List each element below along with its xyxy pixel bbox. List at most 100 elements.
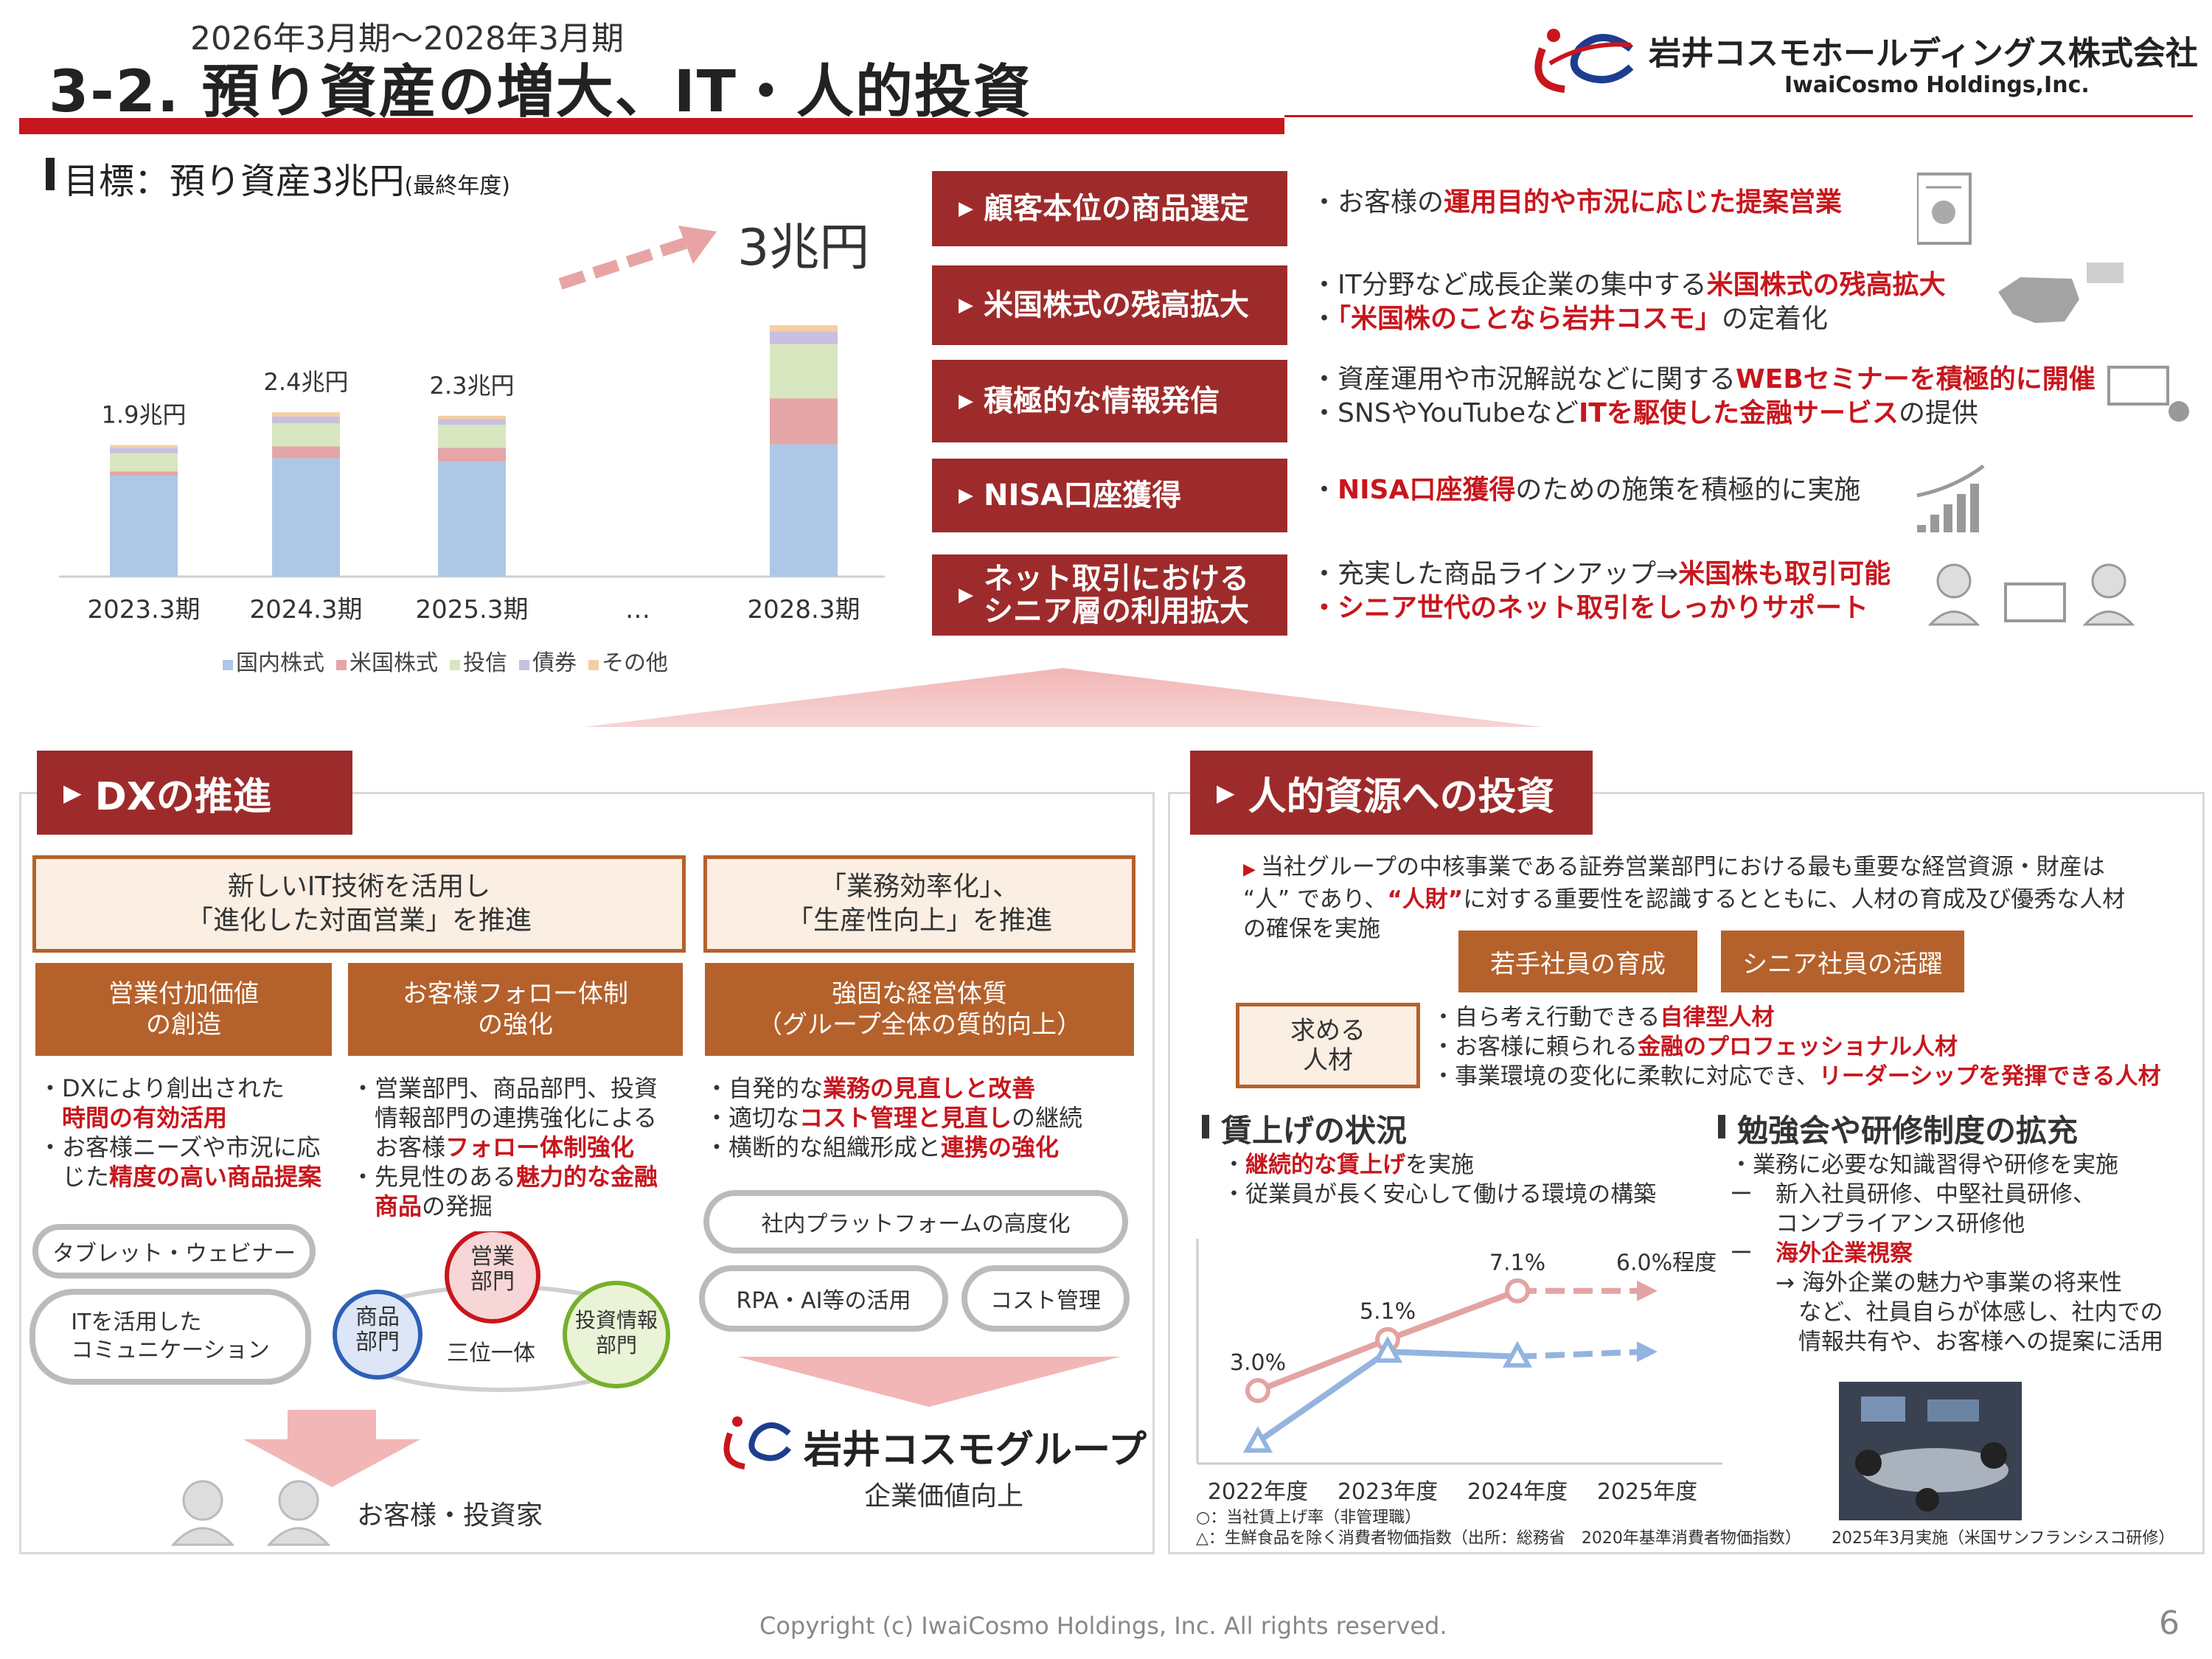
text-line: ・「米国株のことなら岩井コスモ」の定着化 [1311,302,1946,336]
text-span: ー 新入社員研修、中堅社員研修、 [1730,1181,2096,1208]
trinity-label: 三位一体 [447,1340,535,1366]
x-tick-label: 2023.3期 [88,595,201,625]
hr-intro-line3: の確保を実施 [1243,916,1380,942]
dx-tab-label: DXの推進 [94,774,271,819]
legend-swatch [588,660,599,670]
text-span: 金融のプロフェッショナル人材 [1638,1034,1958,1060]
text-span: ・自ら考え行動できる [1432,1004,1660,1031]
copyright: Copyright (c) IwaiCosmo Holdings, Inc. A… [759,1612,1447,1640]
text-line: ・自ら考え行動できる自律型人材 [1432,1003,2161,1032]
strategy-description: ・NISA口座獲得のための施策を積極的に実施 [1311,473,1860,507]
text-span: 業務の見直しと改善 [823,1074,1036,1102]
senior-laptop-icon [1927,563,2135,626]
wage-line-chart: 3.0% 5.1% 7.1% 6.0%程度 2022年度 2023年度 2024年度 2025… [1196,1239,1722,1505]
text-span: など、社員自らが体感し、社内での [1730,1299,2163,1326]
company-logo-icon [1534,29,1634,93]
dx-goal-1: 新しいIT技術を活用し 「進化した対面営業」を推進 [32,855,686,953]
text-span: ・従業員が長く安心して働ける環境の構築 [1222,1181,1657,1208]
legend-swatch [336,660,347,670]
text-span: 商品 [375,1192,422,1220]
period-subtitle: 2026年3月期〜2028年3月期 [190,20,624,58]
legend-swatch [223,660,233,670]
dx-pillar-1: 営業付加価値 の創造 [35,963,332,1056]
text-span [351,1192,375,1220]
text-span: リーダーシップを発揮できる人材 [1818,1063,2161,1090]
text-span: ・横断的な組織形成と [705,1133,942,1161]
bullet-arrow-icon: ▶ [1243,860,1261,879]
hr-tab: ▶ 人的資源への投資 [1190,751,1593,835]
dx-pillar-3: 強固な経営体質 （グループ全体の質的向上） [705,963,1134,1056]
legend-label: その他 [602,650,668,676]
title-underline [19,118,1284,134]
text-line: ・適切なコスト管理と見直しの継続 [705,1103,1082,1133]
bar-segment [110,445,178,448]
text-line: → 海外企業の魅力や事業の将来性 [1730,1268,2163,1298]
bar-segment [110,476,178,577]
text-span: コンプライアンス研修他 [1730,1211,2025,1237]
text-line: ・DXにより創出された [38,1074,321,1103]
strategy-label: ▶ NISA口座獲得 [932,459,1287,532]
customers-label: お客様・投資家 [357,1500,543,1531]
bar-segment [438,425,506,448]
bar-segment [770,398,838,445]
text-span: 米国株も取引可能 [1678,559,1891,589]
hr-tab-label: 人的資源への投資 [1248,774,1555,819]
bar-segment [272,446,340,459]
text-span: ・ [1222,1152,1245,1178]
text-span: 情報共有や、お客様への提案に活用 [1730,1329,2164,1355]
company-name-jp: 岩井コスモホールディングス株式会社 [1649,35,2198,72]
cpi-point [1372,1336,1403,1363]
text-line: ・先見性のある魅力的な金融 [351,1162,658,1192]
text-span: コスト管理と見直し [799,1104,1012,1132]
study-text: ・業務に必要な知識習得や研修を実施ー 新入社員研修、中堅社員研修、 コンプライア… [1730,1150,2163,1357]
wage-value-label: 6.0%程度 [1616,1251,1717,1276]
group-logo-text: 岩井コスモグループ [804,1428,1147,1472]
text-span: NISA口座獲得 [1338,475,1516,505]
text-line: ・従業員が長く安心して働ける環境の構築 [1222,1180,1656,1209]
text-span: の提供 [1898,398,1978,428]
text-span: ・DXにより創出された [38,1074,285,1102]
bar-segment [770,331,838,344]
text-span: 魅力的な金融 [516,1163,658,1191]
strategy-arrow-icon: ▶ [959,484,973,507]
text-span: ・お客様の [1311,187,1444,218]
x-tick-label: 2024.3期 [250,595,363,625]
text-span: ITを駆使した金融サービス [1579,398,1899,428]
hr-intro-line2b: “人財” [1387,886,1464,913]
legend-label: 投信 [463,650,507,676]
text-line: コンプライアンス研修他 [1730,1209,2163,1239]
strategy-label: ▶ 米国株式の残高拡大 [932,265,1287,345]
text-span: 自律型人材 [1660,1004,1775,1031]
hr-intro: ▶ 当社グループの中核事業である証券営業部門における最も重要な経営資源・財産は … [1243,852,2125,944]
text-span: の発掘 [422,1192,493,1220]
bar-segment [438,415,506,420]
text-span: ・IT分野など成長企業の集中する [1311,270,1707,300]
strategy-label: ▶ 積極的な情報発信 [932,360,1287,442]
text-span: フォロー体制強化 [445,1133,635,1161]
strategy-description: ・資産運用や市況解説などに関するWEBセミナーを積極的に開催 ・SNSやYouTu… [1311,363,2096,431]
strategy-arrow-icon: ▶ [959,198,973,220]
wage-point [1505,1278,1530,1304]
cpi-point [1242,1426,1273,1453]
text-span: 情報部門の連携強化による [351,1104,658,1132]
legend-swatch [450,660,460,670]
text-line: ・自発的な業務の見直しと改善 [705,1074,1082,1103]
dx-tab: ▶ DXの推進 [37,751,352,835]
strategy-label-text: NISA口座獲得 [984,479,1182,512]
text-span: じた [38,1163,110,1191]
page-number: 6 [2159,1604,2180,1642]
hr-intro-line1: 当社グループの中核事業である証券営業部門における最も重要な経営資源・財産は [1260,854,2105,880]
text-span: ・ [1311,304,1338,334]
text-line: ・NISA口座獲得のための施策を積極的に実施 [1311,473,1860,507]
company-name-en: IwaiCosmo Holdings,Inc. [1784,72,2090,98]
dx-pillar-2-text: ・営業部門、商品部門、投資 情報部門の連携強化による お客様フォロー体制強化 ・先… [351,1074,658,1221]
bar-segment [770,444,838,577]
text-span: 連携の強化 [941,1133,1060,1161]
bar-segment [110,448,178,453]
text-span: 継続的な賃上げ [1245,1152,1405,1178]
dx-goal-2: 「業務効率化」、 「生産性向上」を推進 [703,855,1135,953]
text-span: を実施 [1405,1152,1474,1178]
bar-segment [272,416,340,424]
presentation-icon [2107,366,2189,422]
chart-legend: 国内株式 米国株式 投信 債券 その他 [211,644,668,677]
